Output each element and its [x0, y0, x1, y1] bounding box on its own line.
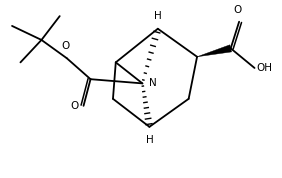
- Text: N: N: [149, 78, 156, 88]
- Text: O: O: [233, 5, 242, 15]
- Polygon shape: [197, 45, 232, 57]
- Text: O: O: [61, 41, 69, 51]
- Text: H: H: [146, 135, 153, 145]
- Text: H: H: [154, 11, 162, 21]
- Text: O: O: [70, 101, 79, 111]
- Text: OH: OH: [256, 63, 272, 73]
